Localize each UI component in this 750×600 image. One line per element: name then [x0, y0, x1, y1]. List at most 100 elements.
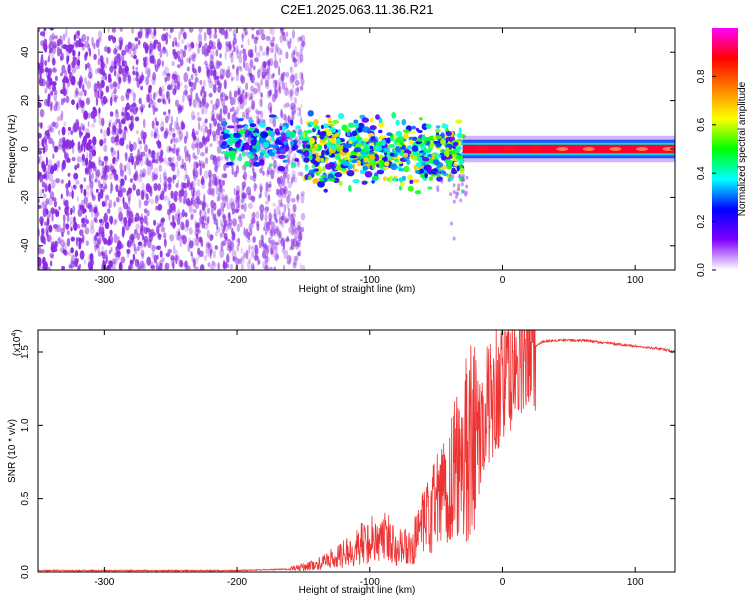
heatmap-noise-cell [215, 98, 220, 109]
heatmap-noise-cell [217, 140, 221, 145]
heatmap-signal-cell [279, 125, 283, 131]
heatmap-noise-cell [224, 236, 228, 242]
heatmap-noise-cell [91, 36, 94, 47]
heatmap-signal-cell [408, 139, 414, 145]
heatmap-noise-cell [199, 79, 203, 86]
heatmap-signal-cell [388, 175, 394, 183]
heatmap-noise-cell [261, 33, 266, 41]
heatmap-noise-cell [258, 98, 263, 107]
heatmap-noise-cell [231, 249, 237, 260]
heatmap-noise-cell [66, 157, 71, 163]
heatmap-noise-cell [191, 63, 195, 73]
heatmap-noise-cell [158, 223, 162, 228]
heatmap-noise-cell [205, 137, 210, 142]
heatmap-signal-cell [354, 122, 359, 129]
heatmap-noise-cell [60, 114, 64, 121]
heatmap-noise-cell [259, 190, 263, 198]
heatmap-noise-cell [141, 190, 145, 200]
heatmap-noise-cell [113, 69, 117, 77]
heatmap-noise-cell [140, 109, 144, 116]
heatmap-noise-cell [38, 122, 41, 127]
heatmap-signal-cell [323, 188, 328, 193]
heatmap-noise-cell [103, 129, 108, 138]
heatmap-signal-cell [374, 154, 380, 162]
heatmap-noise-cell [49, 28, 55, 31]
heatmap-noise-cell [71, 156, 76, 162]
colorbar-tick-label: 0.6 [696, 117, 707, 131]
heatmap-noise-cell [38, 150, 43, 155]
heatmap-noise-cell [175, 147, 181, 153]
heatmap-carrier-peak [529, 147, 542, 151]
heatmap-signal-cell [425, 123, 432, 129]
heatmap-noise-cell [275, 254, 280, 260]
heatmap-noise-cell [178, 31, 181, 41]
heatmap-noise-cell [90, 226, 95, 235]
heatmap-signal-cell [223, 129, 231, 134]
heatmap-noise-cell [109, 111, 114, 117]
heatmap-noise-cell [300, 193, 305, 204]
heatmap-noise-cell [157, 58, 162, 67]
heatmap-noise-cell [160, 120, 165, 131]
colorbar-tick-label: 0.8 [696, 69, 707, 83]
heatmap-noise-cell [114, 218, 118, 224]
heatmap-noise-cell [269, 39, 275, 47]
heatmap-signal-cell [369, 154, 376, 161]
heatmap-noise-cell [39, 188, 43, 197]
spectrogram-x-ticks: -300 -200 -100 0 100 [94, 28, 644, 286]
heatmap-noise-cell [119, 169, 124, 177]
heatmap-noise-cell [157, 141, 162, 149]
heatmap-noise-cell [265, 188, 271, 193]
heatmap-noise-cell [91, 123, 95, 128]
heatmap-signal-cell [371, 166, 376, 169]
heatmap-noise-cell [211, 206, 214, 216]
heatmap-noise-cell [222, 214, 226, 223]
heatmap-noise-cell [240, 263, 244, 270]
heatmap-noise-cell [44, 67, 49, 73]
heatmap-noise-cell [70, 185, 73, 191]
heatmap-noise-cell [201, 85, 204, 91]
heatmap-noise-cell [135, 58, 140, 63]
snr-x-ticks: -300 -200 -100 0 100 [94, 330, 644, 588]
heatmap-noise-cell [295, 51, 300, 57]
heatmap-noise-cell [49, 125, 53, 132]
heatmap-noise-cell [51, 197, 57, 202]
heatmap-tail-cell [465, 184, 469, 189]
heatmap-noise-cell [45, 208, 49, 215]
heatmap-noise-cell [211, 130, 217, 138]
heatmap-carrier-peak [503, 147, 516, 151]
heatmap-noise-cell [44, 87, 48, 94]
heatmap-noise-cell [51, 121, 56, 128]
heatmap-noise-cell [119, 45, 122, 50]
heatmap-noise-cell [232, 28, 237, 38]
heatmap-noise-cell [158, 164, 163, 172]
heatmap-noise-cell [233, 122, 237, 133]
heatmap-signal-cell [363, 157, 369, 163]
heatmap-noise-cell [252, 236, 256, 243]
heatmap-tail-cell [457, 174, 461, 179]
heatmap-noise-cell [97, 47, 100, 58]
heatmap-noise-cell [151, 75, 156, 86]
heatmap-signal-cell [259, 152, 264, 157]
heatmap-tail-cell [435, 171, 439, 176]
heatmap-noise-cell [208, 34, 212, 40]
heatmap-noise-cell [105, 254, 108, 264]
heatmap-signal-cell [307, 110, 314, 117]
heatmap-noise-cell [59, 55, 63, 61]
heatmap-signal-cell [364, 171, 373, 178]
heatmap-signal-cell [362, 138, 370, 142]
heatmap-noise-cell [141, 182, 145, 191]
heatmap-noise-cell [213, 118, 218, 127]
heatmap-signal-cell [316, 134, 320, 139]
heatmap-noise-cell [183, 189, 188, 199]
heatmap-noise-cell [170, 255, 176, 261]
heatmap-noise-cell [296, 194, 300, 201]
heatmap-noise-cell [261, 110, 264, 118]
heatmap-signal-cell [361, 180, 368, 185]
heatmap-noise-cell [265, 170, 270, 178]
snr-x-label: Height of straight line (km) [299, 585, 416, 596]
heatmap-noise-cell [196, 111, 200, 117]
heatmap-noise-cell [109, 65, 114, 74]
heatmap-noise-cell [209, 128, 212, 135]
heatmap-noise-cell [100, 183, 104, 189]
heatmap-noise-cell [140, 151, 146, 157]
